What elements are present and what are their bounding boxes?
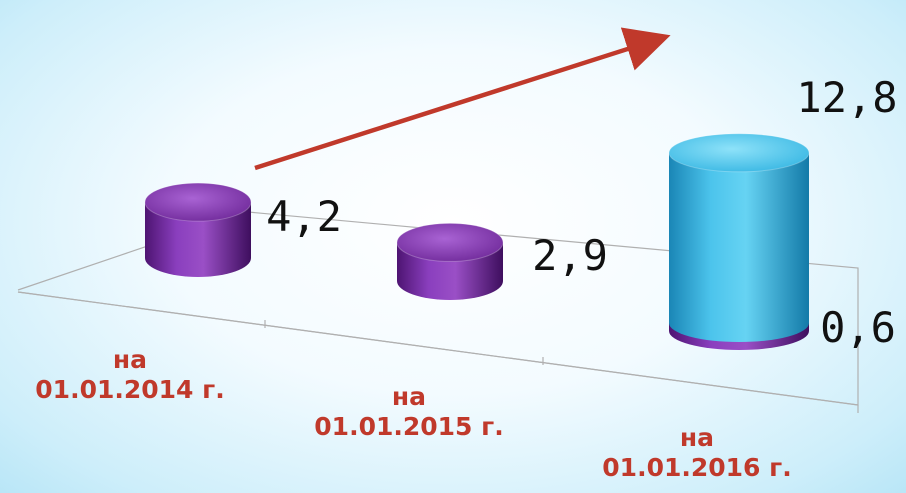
category-label-line: на xyxy=(391,382,427,411)
chart-bars xyxy=(144,27,810,350)
category-label-line: на xyxy=(679,423,715,452)
bar-segment-blue-2 xyxy=(668,133,810,343)
value-label-0: 4,2 xyxy=(266,192,342,241)
value-label-1: 2,9 xyxy=(532,231,608,280)
category-label-0: на 01.01.2014 г. xyxy=(35,345,224,405)
value-label-3: 0,6 xyxy=(820,303,896,352)
category-label-2: на 01.01.2016 г. xyxy=(602,423,791,483)
trend-arrow xyxy=(254,27,671,171)
bar-segment-purple-0 xyxy=(144,182,252,277)
value-label-2: 12,8 xyxy=(796,73,897,122)
category-label-line: 01.01.2016 г. xyxy=(602,453,792,482)
bar-segment-purple-1 xyxy=(396,222,504,300)
category-label-line: 01.01.2014 г. xyxy=(35,375,225,404)
x-axis-line xyxy=(17,291,859,406)
category-label-line: на xyxy=(112,345,148,374)
chart-value-labels: 4,2 2,9 12,8 0,6 xyxy=(266,73,898,352)
category-label-line: 01.01.2015 г. xyxy=(314,412,504,441)
category-label-1: на 01.01.2015 г. xyxy=(314,382,503,442)
